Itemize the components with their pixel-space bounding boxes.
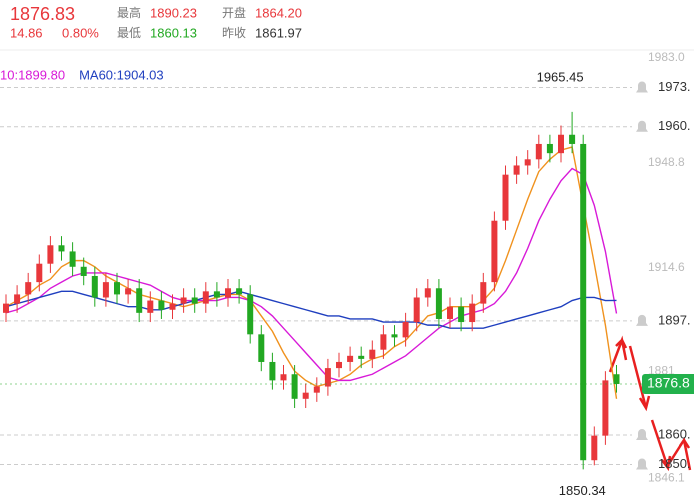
- candle-body: [424, 288, 431, 298]
- candle-body: [469, 303, 476, 323]
- change: 14.86: [10, 25, 43, 40]
- bell-icon: [636, 429, 648, 442]
- prev-close-label: 昨收: [222, 26, 246, 40]
- change-pct: 0.80%: [62, 25, 99, 40]
- candle-body: [236, 288, 243, 295]
- candle-body: [491, 220, 498, 283]
- candle-body: [125, 288, 132, 295]
- candle-body: [91, 275, 98, 298]
- ma-line: [5, 290, 617, 329]
- scale-label: 1846.1: [648, 471, 685, 485]
- candle-body: [369, 349, 376, 359]
- low: 1860.13: [150, 25, 197, 40]
- candle-body: [324, 368, 331, 387]
- candle-body: [69, 251, 76, 267]
- candle-body: [269, 361, 276, 381]
- high-label: 最高: [117, 5, 141, 20]
- y-tick-label: 1960.: [658, 118, 691, 133]
- candle-body: [380, 334, 387, 350]
- y-tick-label: 1897.: [658, 312, 691, 327]
- annotation: 1850.34: [559, 483, 606, 498]
- candle-body: [613, 374, 620, 384]
- low-label: 最低: [117, 26, 141, 40]
- candle-body: [458, 306, 465, 323]
- candle-body: [435, 288, 442, 319]
- candle-body: [114, 282, 120, 295]
- candle-body: [258, 334, 265, 362]
- candle-body: [102, 282, 109, 298]
- prev-close: 1861.97: [255, 25, 302, 40]
- candle-body: [391, 334, 398, 338]
- open-label: 开盘: [222, 5, 246, 20]
- candle-body: [502, 174, 509, 221]
- candle-body: [591, 435, 598, 461]
- annotation: 1965.45: [537, 69, 584, 84]
- candle-body: [524, 159, 531, 166]
- candle-body: [569, 134, 576, 144]
- hand-drawn-arrows: [608, 335, 692, 472]
- ma-line: [5, 167, 618, 382]
- price: 1876.83: [10, 4, 75, 24]
- candle-body: [447, 306, 453, 319]
- candle-body: [280, 374, 287, 381]
- ma-line: [5, 146, 618, 399]
- last-price-tag: [642, 373, 694, 394]
- bell-icon: [636, 314, 648, 327]
- y-tick-label: 1860.: [658, 426, 691, 441]
- legend-entry: 10:1899.80: [0, 67, 65, 82]
- candle-body: [358, 355, 365, 359]
- candle-body: [291, 374, 298, 399]
- bell-icon: [636, 120, 648, 133]
- candle-body: [513, 165, 520, 175]
- y-tick-label: 1850.: [658, 456, 691, 471]
- open: 1864.20: [255, 5, 302, 20]
- candle-body: [202, 291, 209, 304]
- high: 1890.23: [150, 5, 197, 20]
- candle-body: [213, 291, 220, 298]
- candle-body: [169, 303, 176, 310]
- candle-body: [180, 297, 187, 304]
- scale-label: 1914.6: [648, 260, 685, 274]
- candle-body: [580, 143, 587, 461]
- candle-body: [136, 288, 143, 313]
- candle-body: [413, 297, 420, 323]
- candle-body: [480, 282, 487, 304]
- scale-label: 1948.8: [648, 155, 685, 169]
- candle-body: [336, 361, 342, 369]
- candle-body: [402, 322, 409, 338]
- bell-icon: [636, 81, 648, 94]
- candle-body: [158, 300, 165, 310]
- candle-body: [147, 300, 154, 313]
- scale-label: 1983.0: [648, 50, 685, 64]
- candle-body: [558, 134, 564, 154]
- y-tick-label: 1973.: [658, 79, 691, 94]
- candle-body: [47, 245, 54, 264]
- candle-body: [25, 282, 32, 295]
- candle-body: [3, 303, 9, 313]
- scale-label: 1881: [648, 363, 675, 377]
- candle-body: [191, 297, 198, 304]
- candle-body: [535, 143, 542, 160]
- candle-body: [602, 380, 609, 436]
- candle-body: [302, 392, 309, 399]
- candle-body: [546, 143, 553, 154]
- candle-body: [225, 288, 231, 298]
- candle-body: [313, 386, 320, 393]
- legend-entry: MA60:1904.03: [79, 67, 164, 82]
- candle-body: [347, 355, 354, 362]
- candle-body: [14, 294, 21, 304]
- last-price-label: 1876.8: [647, 375, 690, 391]
- candle-body: [80, 266, 87, 276]
- candle-body: [58, 245, 65, 252]
- candle-body: [36, 263, 43, 283]
- bell-icon: [636, 458, 648, 471]
- candle-body: [247, 294, 254, 335]
